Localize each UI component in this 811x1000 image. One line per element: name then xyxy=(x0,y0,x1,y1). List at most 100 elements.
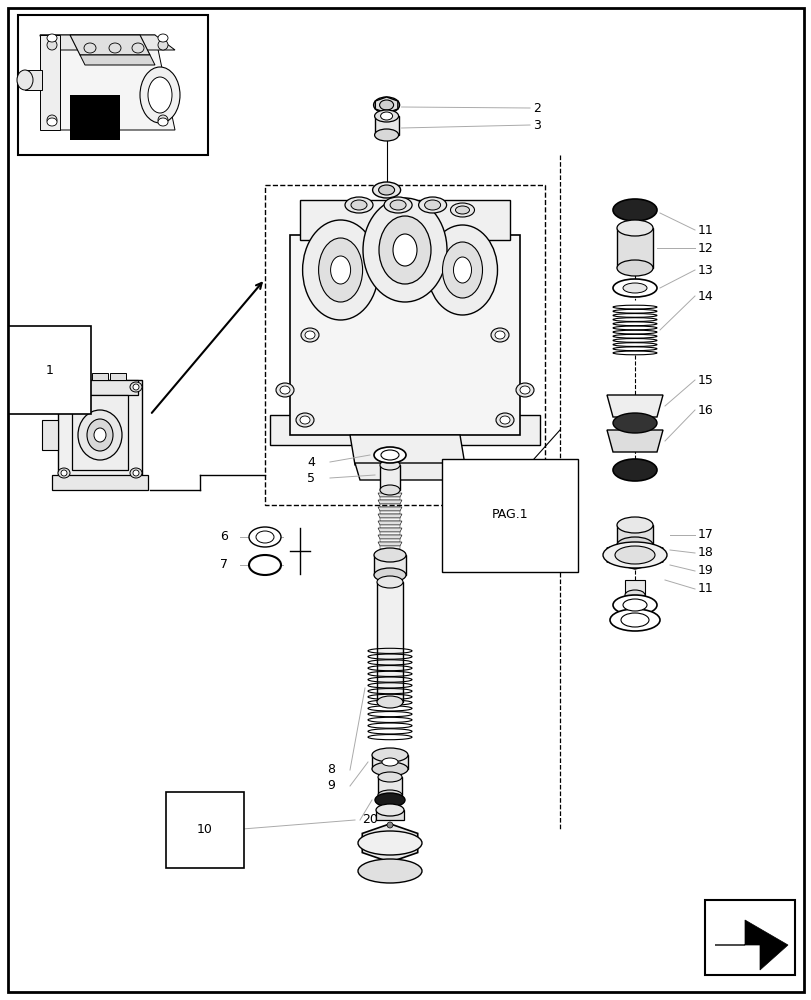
Ellipse shape xyxy=(139,67,180,123)
Ellipse shape xyxy=(303,220,378,320)
Polygon shape xyxy=(378,507,401,511)
Ellipse shape xyxy=(318,238,363,302)
Polygon shape xyxy=(371,755,407,769)
Ellipse shape xyxy=(624,590,644,600)
Polygon shape xyxy=(380,525,400,528)
Ellipse shape xyxy=(378,772,401,782)
Ellipse shape xyxy=(249,527,281,547)
Ellipse shape xyxy=(158,118,168,126)
Ellipse shape xyxy=(379,100,393,110)
Ellipse shape xyxy=(393,234,417,266)
Text: 6: 6 xyxy=(220,530,228,544)
Text: 8: 8 xyxy=(327,763,335,776)
Ellipse shape xyxy=(424,200,440,210)
Ellipse shape xyxy=(371,762,407,776)
Ellipse shape xyxy=(350,200,367,210)
Polygon shape xyxy=(42,420,58,450)
Ellipse shape xyxy=(500,416,509,424)
Ellipse shape xyxy=(384,197,412,213)
Polygon shape xyxy=(62,380,138,395)
Ellipse shape xyxy=(389,200,406,210)
Ellipse shape xyxy=(622,599,646,611)
Text: 7: 7 xyxy=(220,558,228,572)
Text: 11: 11 xyxy=(697,224,713,236)
Polygon shape xyxy=(72,395,128,470)
Polygon shape xyxy=(374,116,398,135)
Polygon shape xyxy=(290,235,519,435)
Text: 19: 19 xyxy=(697,564,713,578)
Ellipse shape xyxy=(519,386,530,394)
Text: 9: 9 xyxy=(327,779,335,792)
Ellipse shape xyxy=(612,279,656,297)
Ellipse shape xyxy=(47,118,57,126)
Ellipse shape xyxy=(276,383,294,397)
Polygon shape xyxy=(378,500,401,504)
Polygon shape xyxy=(375,97,397,113)
Text: 14: 14 xyxy=(697,290,713,302)
Polygon shape xyxy=(380,465,400,490)
Ellipse shape xyxy=(301,328,319,342)
Ellipse shape xyxy=(58,382,70,392)
Ellipse shape xyxy=(373,97,399,113)
Polygon shape xyxy=(380,518,400,521)
Ellipse shape xyxy=(17,70,33,90)
Ellipse shape xyxy=(603,542,666,568)
Ellipse shape xyxy=(455,206,469,214)
Ellipse shape xyxy=(515,383,534,397)
Polygon shape xyxy=(40,35,175,50)
Ellipse shape xyxy=(375,793,405,807)
Ellipse shape xyxy=(130,382,142,392)
Ellipse shape xyxy=(61,384,67,390)
Bar xyxy=(264,185,544,505)
Ellipse shape xyxy=(358,831,422,855)
Polygon shape xyxy=(375,810,404,820)
Ellipse shape xyxy=(87,419,113,451)
Ellipse shape xyxy=(378,790,401,800)
Ellipse shape xyxy=(622,283,646,293)
Ellipse shape xyxy=(132,43,144,53)
Polygon shape xyxy=(380,808,400,815)
Polygon shape xyxy=(374,555,406,575)
Polygon shape xyxy=(70,35,150,55)
Polygon shape xyxy=(25,70,42,90)
Polygon shape xyxy=(378,493,401,497)
Polygon shape xyxy=(52,475,148,490)
Polygon shape xyxy=(92,373,108,380)
Polygon shape xyxy=(380,497,400,500)
Ellipse shape xyxy=(371,748,407,762)
Ellipse shape xyxy=(379,216,431,284)
Ellipse shape xyxy=(616,537,652,553)
Ellipse shape xyxy=(374,568,406,582)
Ellipse shape xyxy=(614,546,654,564)
Polygon shape xyxy=(380,539,400,542)
Polygon shape xyxy=(378,542,401,546)
Ellipse shape xyxy=(616,220,652,236)
Polygon shape xyxy=(40,35,175,130)
Ellipse shape xyxy=(612,413,656,433)
Ellipse shape xyxy=(374,129,398,141)
Text: 5: 5 xyxy=(307,472,315,485)
Ellipse shape xyxy=(296,413,314,427)
Ellipse shape xyxy=(255,531,273,543)
Ellipse shape xyxy=(620,613,648,627)
Polygon shape xyxy=(378,535,401,539)
Ellipse shape xyxy=(61,470,67,476)
Text: 11: 11 xyxy=(697,582,713,595)
Ellipse shape xyxy=(450,203,474,217)
Ellipse shape xyxy=(130,468,142,478)
Text: 12: 12 xyxy=(697,241,713,254)
Ellipse shape xyxy=(47,34,57,42)
Polygon shape xyxy=(714,920,787,970)
Ellipse shape xyxy=(78,410,122,460)
Ellipse shape xyxy=(58,468,70,478)
Polygon shape xyxy=(270,415,539,445)
Ellipse shape xyxy=(363,198,446,302)
Polygon shape xyxy=(350,435,465,465)
Polygon shape xyxy=(378,514,401,518)
Ellipse shape xyxy=(358,859,422,883)
Ellipse shape xyxy=(376,696,402,708)
Polygon shape xyxy=(376,582,402,702)
Ellipse shape xyxy=(442,242,482,298)
Ellipse shape xyxy=(109,43,121,53)
Ellipse shape xyxy=(158,40,168,50)
